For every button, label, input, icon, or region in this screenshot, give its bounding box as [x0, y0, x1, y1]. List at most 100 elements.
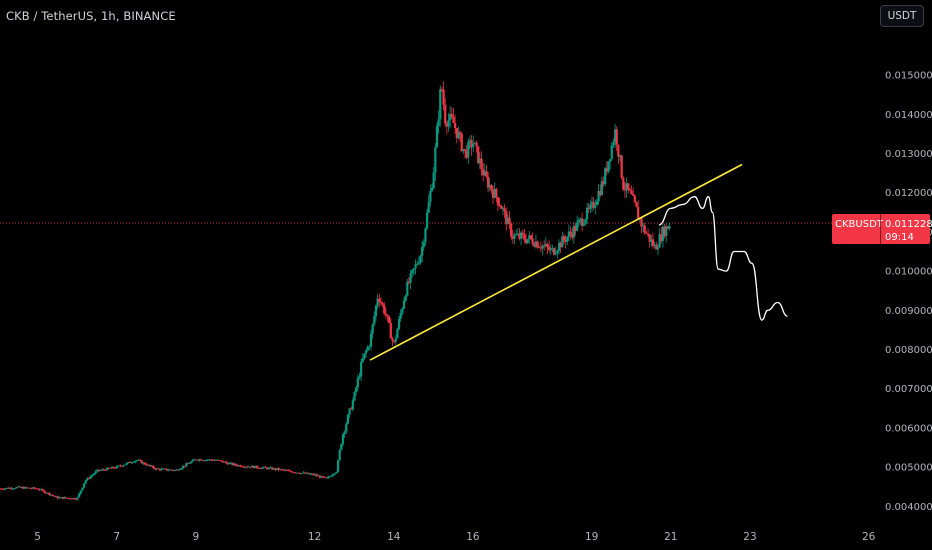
candle-body — [397, 318, 401, 329]
projection-path — [658, 196, 788, 321]
candle-body — [17, 486, 20, 488]
candle-body — [605, 168, 608, 172]
candle-body — [244, 466, 247, 468]
candle-body — [208, 459, 211, 461]
candle-body — [541, 245, 544, 249]
candle-body — [127, 461, 130, 463]
candle-body — [338, 449, 341, 461]
candle-body — [313, 474, 317, 476]
candle-body — [623, 189, 627, 191]
candle-body — [238, 465, 241, 467]
candle-body — [201, 460, 204, 462]
candle-body — [247, 466, 251, 468]
x-tick-label: 21 — [664, 531, 677, 543]
x-tick-label: 5 — [34, 531, 41, 543]
candle-body — [353, 391, 356, 401]
candle-body — [323, 477, 326, 478]
candle-body — [30, 488, 33, 490]
candle-body — [665, 226, 668, 237]
candle-body — [165, 468, 168, 471]
candle-body — [117, 465, 120, 467]
candle-body — [516, 233, 519, 235]
candle-body — [109, 468, 112, 470]
candle-body — [350, 408, 353, 410]
candle-body — [345, 423, 348, 432]
candle-body — [404, 295, 407, 301]
candle-body — [221, 460, 224, 463]
candle-body — [495, 188, 498, 198]
candle-body — [228, 463, 231, 465]
candle-body — [595, 201, 599, 206]
candle-body — [572, 225, 575, 238]
candle-body — [648, 234, 651, 242]
candle-body — [340, 443, 343, 450]
candle-body — [280, 469, 284, 471]
candle-body — [473, 142, 477, 144]
candle-body — [35, 488, 38, 490]
candle-body — [249, 466, 252, 468]
candle-body — [219, 460, 223, 462]
candle-body — [303, 472, 307, 474]
candle-body — [279, 469, 282, 471]
candle-body — [650, 239, 653, 242]
candle-body — [604, 168, 607, 185]
candle-body — [559, 242, 562, 248]
price-badge-value: 0.011228 — [885, 219, 932, 230]
candle-body — [440, 89, 444, 90]
candle-body — [571, 233, 574, 238]
candle-body — [602, 181, 605, 185]
trendline-layer — [369, 163, 743, 361]
candle-body — [658, 234, 661, 248]
candle-body — [53, 495, 56, 497]
candle-body — [668, 225, 671, 229]
candle-body — [104, 469, 107, 471]
candle-body — [13, 488, 16, 490]
candle-body — [168, 469, 171, 471]
candle-body — [422, 242, 425, 248]
candle-body — [401, 308, 404, 314]
candle-body — [378, 298, 381, 303]
candle-body — [556, 250, 559, 254]
candle-body — [361, 358, 364, 363]
candle-body — [239, 465, 242, 467]
candle-body — [2, 489, 5, 490]
candle-body — [270, 467, 274, 470]
candle-body — [543, 245, 546, 247]
candle-body — [399, 313, 402, 319]
candle-body — [622, 177, 625, 190]
candle-body — [40, 489, 43, 491]
candle-body — [411, 269, 414, 274]
candle-body — [416, 263, 419, 265]
candle-body — [655, 244, 658, 250]
candle-body — [618, 155, 622, 157]
candle-body — [478, 158, 481, 164]
candle-body — [360, 362, 363, 377]
candle-body — [564, 240, 567, 242]
candle-body — [145, 464, 148, 466]
candle-body — [472, 143, 475, 148]
y-tick-label: 0.008000 — [885, 345, 932, 356]
candle-body — [458, 132, 462, 134]
candle-body — [368, 346, 371, 348]
currency-button[interactable]: USDT — [880, 5, 924, 27]
candle-body — [409, 273, 412, 283]
candle-body — [467, 141, 470, 158]
candle-body — [369, 333, 373, 347]
x-tick-label: 19 — [585, 531, 598, 543]
candle-body — [343, 431, 346, 435]
candle-body — [529, 235, 533, 239]
candle-body — [152, 465, 155, 469]
candle-body — [549, 248, 552, 251]
candle-body — [444, 104, 447, 124]
candle-body — [445, 123, 448, 127]
candle-body — [289, 470, 292, 472]
candle-body — [519, 232, 523, 239]
candle-body — [56, 496, 59, 499]
candle-body — [120, 465, 124, 467]
candle-body — [259, 468, 262, 470]
candle-body — [226, 462, 229, 465]
candle-body — [496, 197, 500, 206]
candle-body — [200, 459, 203, 461]
candle-body — [292, 472, 295, 474]
